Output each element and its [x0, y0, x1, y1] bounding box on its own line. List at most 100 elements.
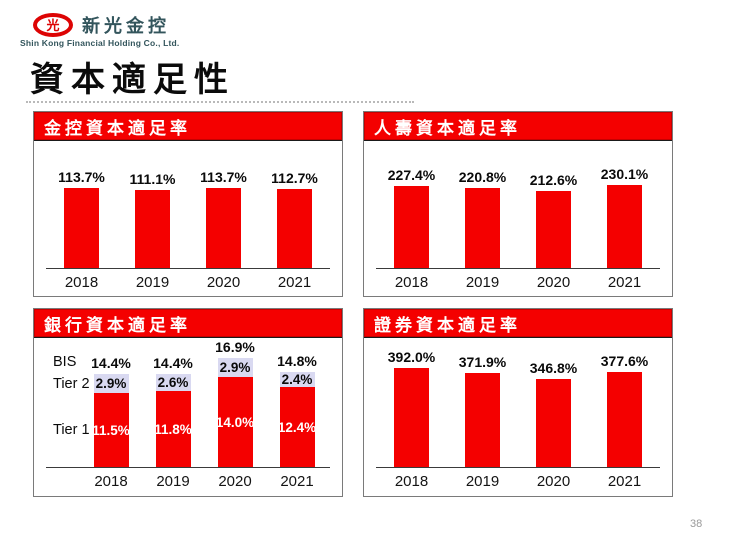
bar [465, 373, 500, 467]
year-label: 2018 [394, 274, 429, 291]
year-label: 2019 [156, 473, 190, 490]
bar-value-label: 371.9% [458, 354, 507, 370]
x-axis: 2018 2019 2020 2021 [46, 269, 330, 291]
stacked-bar-column: 16.9% 2.9% 14.0% [204, 338, 266, 467]
stacked-bar-column: 14.4% 2.9% 11.5% [80, 338, 142, 467]
bar [394, 186, 429, 268]
bis-value-label: 16.9% [215, 339, 255, 355]
x-axis: 2018 2019 2020 2021 [376, 468, 660, 490]
x-axis: 2018 2019 2020 2021 [376, 269, 660, 291]
bis-value-label: 14.4% [153, 355, 193, 371]
chart-plot: 392.0% 371.9% 346.8% 377.6% [376, 338, 660, 468]
bar [607, 185, 642, 268]
chart-header-securities: 證券資本適足率 [364, 309, 672, 338]
chart-title: 證券資本適足率 [374, 315, 521, 335]
chart-plot: 113.7% 111.1% 113.7% 112.7% [46, 141, 330, 269]
bar-column: 230.1% [589, 141, 660, 268]
tier2-segment: 2.9% [217, 358, 253, 377]
chart-title: 金控資本適足率 [44, 118, 191, 138]
chart-securities: 392.0% 371.9% 346.8% 377.6% 2018 2019 2020 2021 [364, 338, 672, 490]
bar-column: 212.6% [518, 141, 589, 268]
bis-value-label: 14.8% [277, 353, 317, 369]
bar-column: 113.7% [46, 141, 117, 268]
bar-value-label: 227.4% [387, 167, 436, 183]
chart-title: 銀行資本適足率 [44, 315, 191, 335]
bar-column: 392.0% [376, 338, 447, 467]
chart-header-bank: 銀行資本適足率 [34, 309, 342, 338]
tier1-segment: 12.4% [277, 387, 317, 467]
bar [394, 368, 429, 467]
year-label: 2019 [135, 274, 170, 291]
year-label: 2020 [218, 473, 252, 490]
bar-column: 227.4% [376, 141, 447, 268]
year-label: 2021 [607, 473, 642, 490]
tier1-value-label: 11.8% [154, 421, 192, 437]
chart-header-life: 人壽資本適足率 [364, 112, 672, 141]
tier1-value-label: 12.4% [277, 419, 317, 435]
bar-value-label: 377.6% [600, 353, 649, 369]
bar [536, 191, 571, 268]
logo-glyph: 光 [46, 17, 60, 33]
bar [206, 188, 241, 268]
chart-panel-securities: 證券資本適足率 392.0% 371.9% 346.8% 377.6% 2018 2019… [363, 308, 673, 497]
tier1-segment: 14.0% [215, 377, 255, 467]
chart-holding: 113.7% 111.1% 113.7% 112.7% 2018 2019 2020 2021 [34, 141, 342, 291]
chart-panel-life: 人壽資本適足率 227.4% 220.8% 212.6% 230.1% 2018 2019… [363, 111, 673, 297]
bar-value-label: 220.8% [458, 169, 507, 185]
bar-column: 111.1% [117, 141, 188, 268]
year-label: 2018 [64, 274, 99, 291]
company-logo: 光 新光金控 Shin Kong Financial Holding Co., … [20, 8, 240, 52]
row-label-bis: BIS [53, 354, 77, 371]
tier1-segment: 11.8% [154, 391, 192, 467]
chart-plot: 227.4% 220.8% 212.6% 230.1% [376, 141, 660, 269]
row-label-tier2: Tier 2 [53, 375, 90, 392]
chart-bank: 14.4% 2.9% 11.5% 14.4% 2.6% 11.8% 16.9% 2.9% 14.… [34, 338, 342, 490]
bar-value-label: 113.7% [200, 169, 247, 185]
chart-title: 人壽資本適足率 [374, 118, 521, 138]
year-label: 2021 [280, 473, 314, 490]
bar [465, 188, 500, 268]
x-axis: 2018 2019 2020 2021 [46, 468, 330, 490]
tier1-segment: 11.5% [92, 393, 130, 467]
chart-panel-holding: 金控資本適足率 113.7% 111.1% 113.7% 112.7% 2018 2019… [33, 111, 343, 297]
row-label-tier1: Tier 1 [53, 421, 90, 438]
bar-value-label: 111.1% [129, 171, 176, 187]
year-label: 2020 [206, 274, 241, 291]
bar-column: 220.8% [447, 141, 518, 268]
logo-mark-icon: 光 [33, 13, 73, 37]
tier1-value-label: 11.5% [92, 422, 130, 438]
bar-column: 371.9% [447, 338, 518, 467]
bar [64, 188, 99, 268]
logo-company-subtitle: Shin Kong Financial Holding Co., Ltd. [20, 38, 180, 48]
title-underline [26, 101, 414, 103]
tier2-segment: 2.4% [279, 372, 315, 387]
year-label: 2019 [465, 274, 500, 291]
bar-value-label: 392.0% [387, 349, 436, 365]
logo-company-name: 新光金控 [82, 16, 170, 36]
bar-value-label: 212.6% [529, 172, 578, 188]
bar [607, 372, 642, 467]
bar-value-label: 112.7% [271, 170, 318, 186]
bar-column: 346.8% [518, 338, 589, 467]
bar [277, 189, 312, 268]
bar-value-label: 230.1% [600, 166, 649, 182]
year-label: 2018 [94, 473, 128, 490]
year-label: 2020 [536, 274, 571, 291]
chart-plot: 14.4% 2.9% 11.5% 14.4% 2.6% 11.8% 16.9% 2.9% 14.… [46, 338, 330, 468]
bar-value-label: 113.7% [58, 169, 105, 185]
bar [135, 190, 170, 268]
bar-value-label: 346.8% [529, 360, 578, 376]
year-label: 2018 [394, 473, 429, 490]
year-label: 2021 [607, 274, 642, 291]
bar-column: 112.7% [259, 141, 330, 268]
chart-life: 227.4% 220.8% 212.6% 230.1% 2018 2019 2020 2021 [364, 141, 672, 291]
tier1-value-label: 14.0% [215, 414, 255, 430]
stacked-bar-column: 14.8% 2.4% 12.4% [266, 338, 328, 467]
stacked-bar-column: 14.4% 2.6% 11.8% [142, 338, 204, 467]
page-title: 資本適足性 [30, 62, 235, 99]
bar [536, 379, 571, 467]
chart-panel-bank: 銀行資本適足率 14.4% 2.9% 11.5% 14.4% 2.6% 11.8% 16.9… [33, 308, 343, 497]
bar-column: 113.7% [188, 141, 259, 268]
tier2-segment: 2.9% [93, 374, 129, 393]
